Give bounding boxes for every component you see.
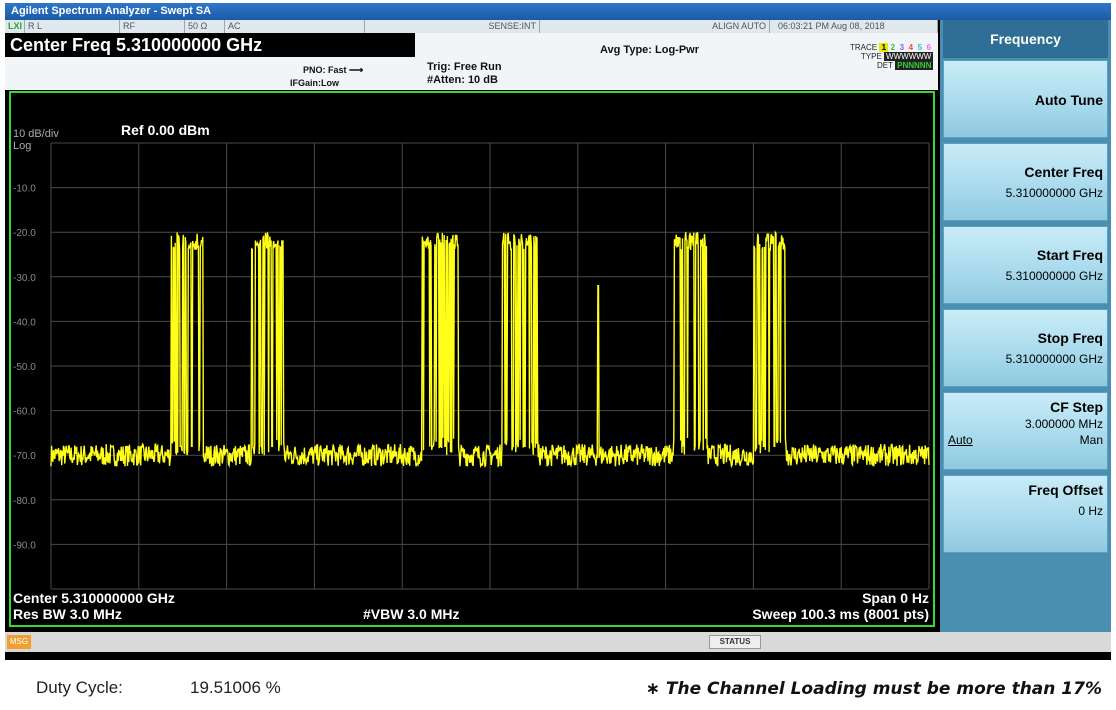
y-tick-label: -50.0 xyxy=(13,362,36,373)
y-tick-label: -30.0 xyxy=(13,273,36,284)
datetime: 06:03:21 PM Aug 08, 2018 xyxy=(770,20,938,33)
message-bar: MSG STATUS xyxy=(5,632,1111,652)
avg-type[interactable]: Avg Type: Log-Pwr xyxy=(600,44,699,56)
sweep-label: Sweep 100.3 ms (8001 pts) xyxy=(752,606,929,622)
lxi-indicator: LXI xyxy=(5,20,25,33)
softkey-panel: Frequency Auto Tune Center Freq 5.310000… xyxy=(940,20,1111,632)
trace-number-3: 3 xyxy=(899,43,905,52)
pno-setting: PNO: Fast ⟶ xyxy=(303,65,364,76)
trace-display[interactable]: -10.0 -20.0 -30.0 -40.0 -50.0 -60.0 -70.0 -80.0… xyxy=(9,91,935,627)
trace-number-2: 2 xyxy=(890,43,896,52)
scale-label: 10 dB/div xyxy=(13,128,59,140)
res-bw-label: Res BW 3.0 MHz xyxy=(13,606,122,622)
y-tick-label: -70.0 xyxy=(13,451,36,462)
impedance-indicator: 50 Ω xyxy=(185,20,225,33)
sense-indicator: SENSE:INT xyxy=(365,20,540,33)
center-label: Center 5.310000000 GHz xyxy=(13,590,175,606)
trace-number-5: 5 xyxy=(917,43,923,52)
trace-number-1: 1 xyxy=(879,43,889,52)
y-tick-label: -90.0 xyxy=(13,540,36,551)
trigger-setting[interactable]: Trig: Free Run xyxy=(427,61,502,73)
span-label: Span 0 Hz xyxy=(862,590,929,606)
cf-step-man-option: Man xyxy=(1079,433,1103,447)
analyzer-window: Agilent Spectrum Analyzer - Swept SA LXI… xyxy=(5,3,1111,660)
center-freq-button[interactable]: Center Freq 5.310000000 GHz xyxy=(943,143,1108,221)
attenuation-setting[interactable]: #Atten: 10 dB xyxy=(427,74,498,86)
trace-plot: -10.0 -20.0 -30.0 -40.0 -50.0 -60.0 -70.0 -80.0… xyxy=(13,122,930,622)
ref-level-label: Ref 0.00 dBm xyxy=(121,122,210,138)
softkey-menu-title: Frequency xyxy=(943,20,1108,58)
y-tick-label: -80.0 xyxy=(13,496,36,507)
y-tick-label: -40.0 xyxy=(13,317,36,328)
y-tick-label: -60.0 xyxy=(13,407,36,418)
status-button[interactable]: STATUS xyxy=(709,635,761,649)
align-indicator: ALIGN AUTO xyxy=(540,20,770,33)
settings-panel: Center Freq 5.310000000 GHz PNO: Fast ⟶ … xyxy=(5,33,938,90)
window-title: Agilent Spectrum Analyzer - Swept SA xyxy=(5,3,1111,20)
cf-step-auto-option: Auto xyxy=(948,433,973,447)
freq-offset-button[interactable]: Freq Offset 0 Hz xyxy=(943,475,1108,553)
stop-freq-button[interactable]: Stop Freq 5.310000000 GHz xyxy=(943,309,1108,387)
center-freq-banner[interactable]: Center Freq 5.310000000 GHz xyxy=(5,33,415,57)
channel-loading-note: ∗ The Channel Loading must be more than … xyxy=(645,679,1102,699)
vbw-label: #VBW 3.0 MHz xyxy=(363,606,459,622)
y-tick-label: -20.0 xyxy=(13,228,36,239)
status-row: LXI R L RF 50 Ω AC SENSE:INT ALIGN AUTO … xyxy=(5,20,938,33)
auto-tune-button[interactable]: Auto Tune xyxy=(943,60,1108,138)
duty-cycle-value: 19.51006 % xyxy=(190,678,281,697)
y-tick-label: -10.0 xyxy=(13,184,36,195)
trace-number-4: 4 xyxy=(908,43,914,52)
caption-area: Duty Cycle: 19.51006 % ∗ The Channel Loa… xyxy=(0,660,1116,710)
msg-indicator[interactable]: MSG xyxy=(7,635,31,649)
trace-line xyxy=(50,230,930,469)
rf-indicator: RF xyxy=(120,20,185,33)
coupling-indicator: AC xyxy=(225,20,365,33)
ifgain-setting: IFGain:Low xyxy=(290,78,339,88)
log-label: Log xyxy=(13,140,31,152)
duty-cycle-label: Duty Cycle: xyxy=(36,678,123,697)
cf-step-button[interactable]: CF Step 3.000000 MHz Auto Man xyxy=(943,392,1108,470)
start-freq-button[interactable]: Start Freq 5.310000000 GHz xyxy=(943,226,1108,304)
rl-indicator: R L xyxy=(25,20,120,33)
trace-number-6: 6 xyxy=(926,43,932,52)
